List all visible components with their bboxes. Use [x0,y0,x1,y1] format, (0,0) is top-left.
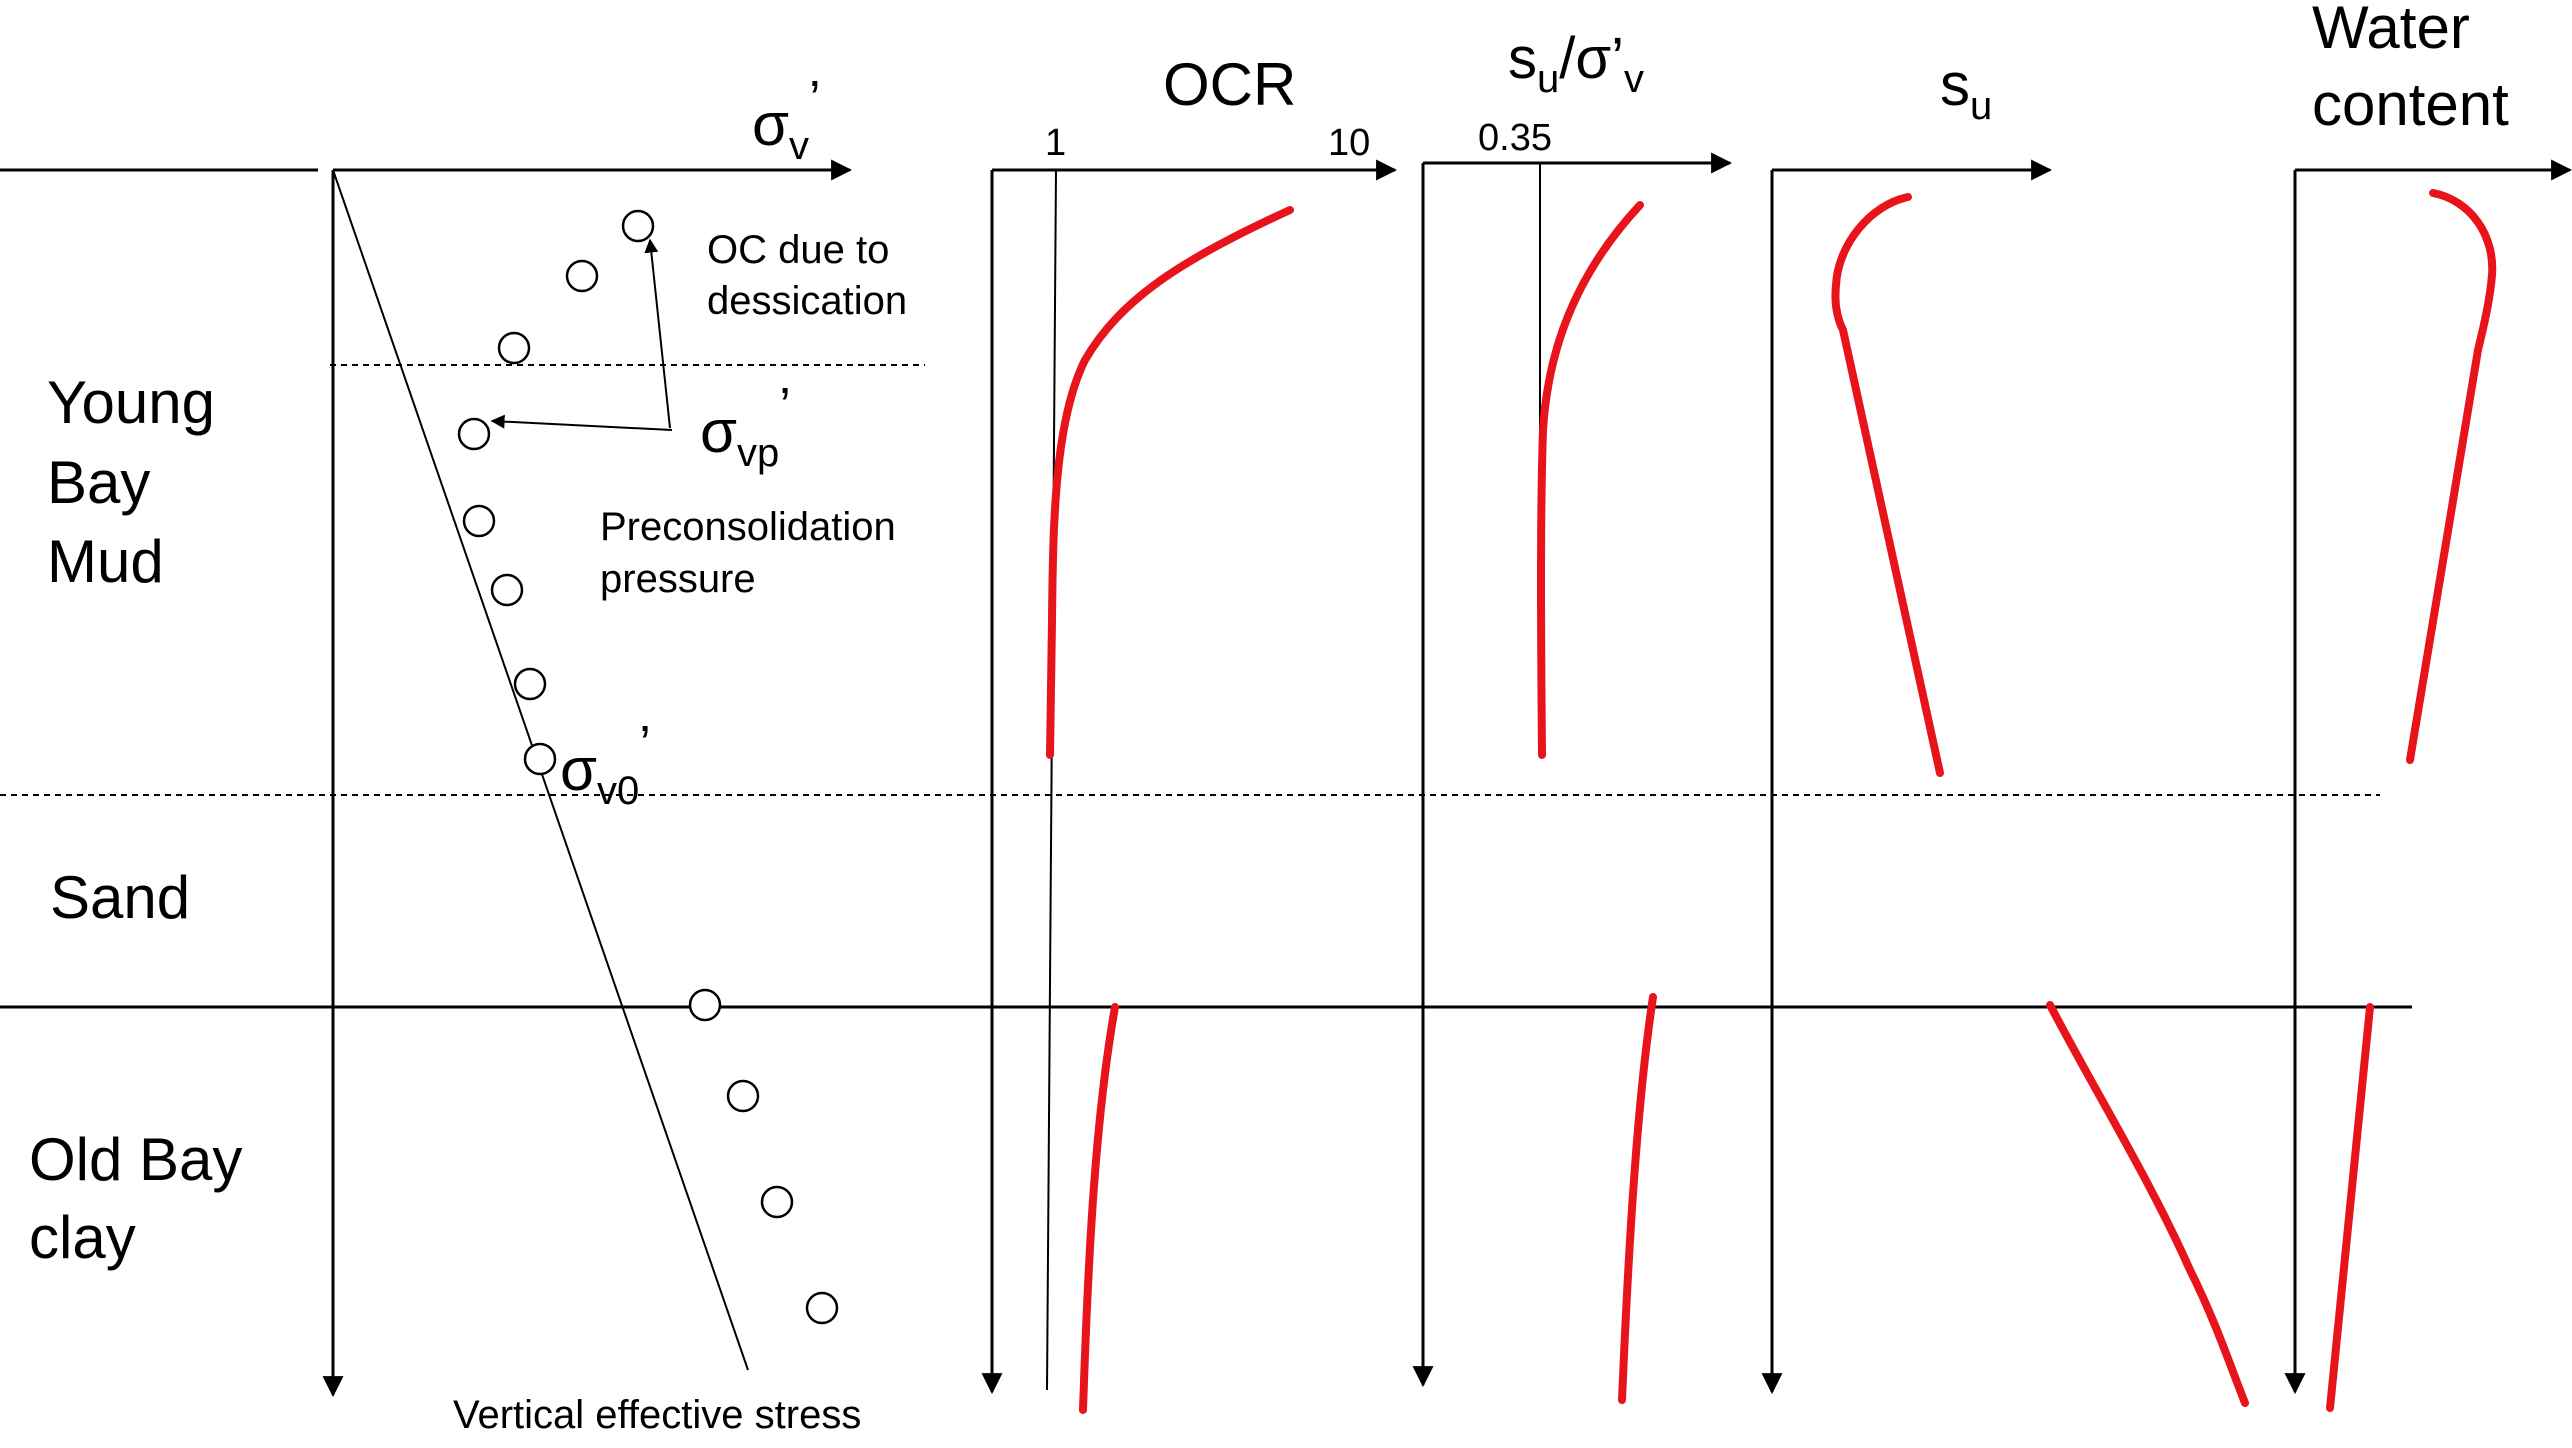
su-ratio-plot: su/σ’v 0.35 [1412,26,1733,1404]
preconsolidation-point [760,1185,794,1219]
ocr-curve-old-bay-clay [1079,1003,1119,1414]
ratio-curve-young-bay-mud [1537,201,1644,759]
layer-label-bay: Bay [47,449,150,516]
ocr-plot: OCR 1 10 [981,51,1398,1414]
preconsolidation-point [457,417,491,451]
vertical-effective-stress-label: Vertical effective stress [453,1393,861,1437]
water-title-line1: Water [2312,0,2470,61]
water-title-line2: content [2312,71,2509,138]
sigma-v0-label: σv0’ [560,716,651,813]
oc-arrow [644,238,671,429]
oc-note-line1: OC due to [707,228,889,272]
preconsolidation-point [805,1291,839,1325]
su-plot: su [1761,51,2249,1407]
preconsolidation-point [513,667,547,701]
layer-label-clay: clay [29,1204,136,1271]
ocr-tick-10: 10 [1328,122,1370,164]
su-title: su [1940,51,1992,128]
layer-label-mud: Mud [47,528,164,595]
preconsolidation-point [497,331,531,365]
preconsolidation-point [688,988,722,1022]
preconsolidation-note-line1: Preconsolidation [600,505,896,549]
water-curve-young-bay-mud [2406,189,2497,764]
preconsolidation-point [490,573,524,607]
stress-axis-label: σv’ [752,71,821,168]
layer-label-sand: Sand [50,864,190,931]
layer-label-young: Young [47,369,215,436]
oc-note-line2: dessication [707,279,907,323]
water-curve-old-bay-clay [2326,1003,2374,1412]
ocr-curve-young-bay-mud [1046,206,1294,759]
preconsolidation-point [565,259,599,293]
ratio-curve-old-bay-clay [1618,993,1657,1404]
ocr-unity-line [1046,169,1057,1391]
preconsolidation-point [523,742,557,776]
preconsolidation-note-line2: pressure [600,557,756,601]
preconsolidation-point [726,1079,760,1113]
preconsolidation-point [621,209,655,243]
water-content-plot: Water content [2284,0,2572,1412]
ratio-title: su/σ’v [1508,26,1644,101]
ratio-tick-035: 0.35 [1478,117,1552,159]
sigma-vp-label: σvp’ [700,378,791,475]
sigma-vp-arrow [490,414,673,431]
ocr-tick-1: 1 [1045,122,1066,164]
ocr-title: OCR [1163,51,1296,118]
preconsolidation-point [462,504,496,538]
su-curve-young-bay-mud [1831,193,1944,777]
su-curve-old-bay-clay [2046,1001,2249,1407]
layer-label-old-bay: Old Bay [29,1126,242,1193]
stress-plot: σv’ OC due to dessication σvp’ Preconsol… [322,71,907,1437]
